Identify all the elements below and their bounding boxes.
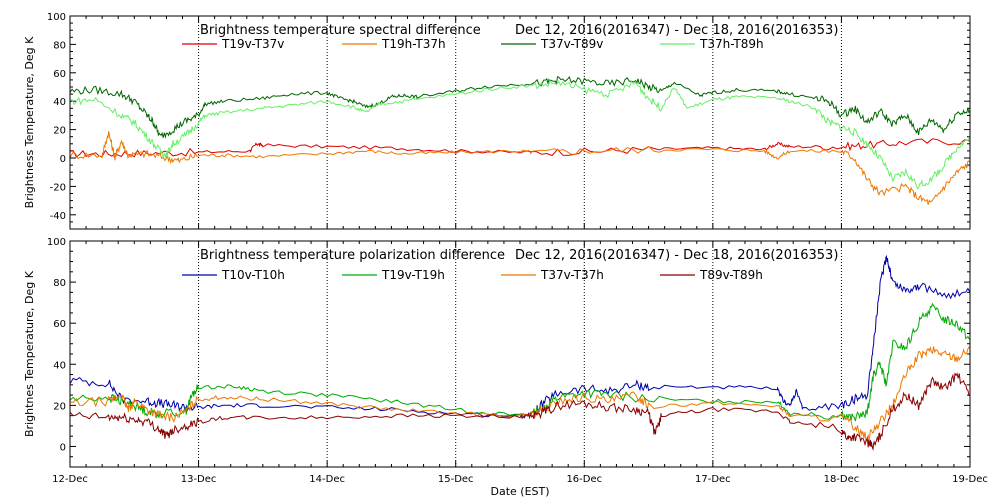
series-line-t89v-t89h bbox=[69, 372, 971, 451]
series-line-t19h-t37h bbox=[69, 131, 971, 205]
y-tick-label: 60 bbox=[53, 69, 66, 80]
y-tick-label: 40 bbox=[53, 360, 66, 371]
y-axis-label: Brightnes Temperature, Deg K bbox=[23, 270, 36, 437]
y-tick-label: 100 bbox=[47, 12, 66, 23]
y-tick-label: 80 bbox=[53, 278, 66, 289]
x-tick-label: 17-Dec bbox=[695, 474, 731, 485]
chart-panel-2: 0 20 40 60 80 100 Brightness temperature polar… bbox=[23, 237, 988, 498]
legend-label: T19v-T19h bbox=[381, 268, 445, 282]
y-tick-label: -40 bbox=[50, 211, 66, 222]
series-line-t10v-t10h bbox=[69, 254, 971, 418]
panel-title-date-range: Dec 12, 2016(2016347) - Dec 18, 2016(201… bbox=[515, 248, 838, 263]
y-tick-label: 0 bbox=[60, 154, 66, 165]
x-tick-label: 19-Dec bbox=[952, 474, 988, 485]
legend-label: T19v-T37v bbox=[221, 37, 284, 51]
plot-frame bbox=[69, 240, 971, 468]
y-tick-label: 20 bbox=[53, 126, 66, 137]
series-line-t37v-t89v bbox=[69, 76, 971, 139]
legend-label: T37h-T89h bbox=[699, 37, 764, 51]
y-tick-label: 40 bbox=[53, 97, 66, 108]
y-tick-label: 20 bbox=[53, 401, 66, 412]
x-axis-label: Date (EST) bbox=[490, 485, 549, 498]
y-tick-label: 80 bbox=[53, 40, 66, 51]
y-axis-label: Brightness Temperature, Deg K bbox=[23, 36, 36, 208]
x-tick-label: 13-Dec bbox=[181, 474, 217, 485]
series-line-t37h-t89h bbox=[69, 79, 971, 190]
legend-label: T37v-T89v bbox=[540, 37, 603, 51]
panel-title-date-range: Dec 12, 2016(2016347) - Dec 18, 2016(201… bbox=[515, 23, 838, 38]
y-tick-label: 100 bbox=[47, 237, 66, 248]
series-line-t19v-t37v bbox=[69, 138, 971, 158]
legend-label: T37v-T37h bbox=[540, 268, 604, 282]
legend-label: T10v-T10h bbox=[221, 268, 285, 282]
panel-title-left: Brightness temperature polarization diff… bbox=[200, 248, 505, 263]
y-tick-label: 0 bbox=[60, 442, 66, 453]
y-tick-label: 60 bbox=[53, 319, 66, 330]
x-tick-label: 16-Dec bbox=[566, 474, 602, 485]
legend-label: T89v-T89h bbox=[699, 268, 763, 282]
legend-label: T19h-T37h bbox=[381, 37, 446, 51]
series-line-t19v-t19h bbox=[69, 302, 971, 422]
x-tick-label: 12-Dec bbox=[52, 474, 88, 485]
panel-title-left: Brightness temperature spectral differen… bbox=[200, 23, 481, 38]
plot-frame bbox=[69, 15, 971, 230]
y-tick-label: -20 bbox=[50, 182, 66, 193]
x-tick-label: 14-Dec bbox=[309, 474, 345, 485]
chart-panel-1: -40 -20 0 20 40 60 80 100 Brightness temperature… bbox=[23, 12, 971, 230]
series-line-t37v-t37h bbox=[69, 346, 971, 442]
x-tick-label: 15-Dec bbox=[438, 474, 474, 485]
x-tick-label: 18-Dec bbox=[824, 474, 860, 485]
